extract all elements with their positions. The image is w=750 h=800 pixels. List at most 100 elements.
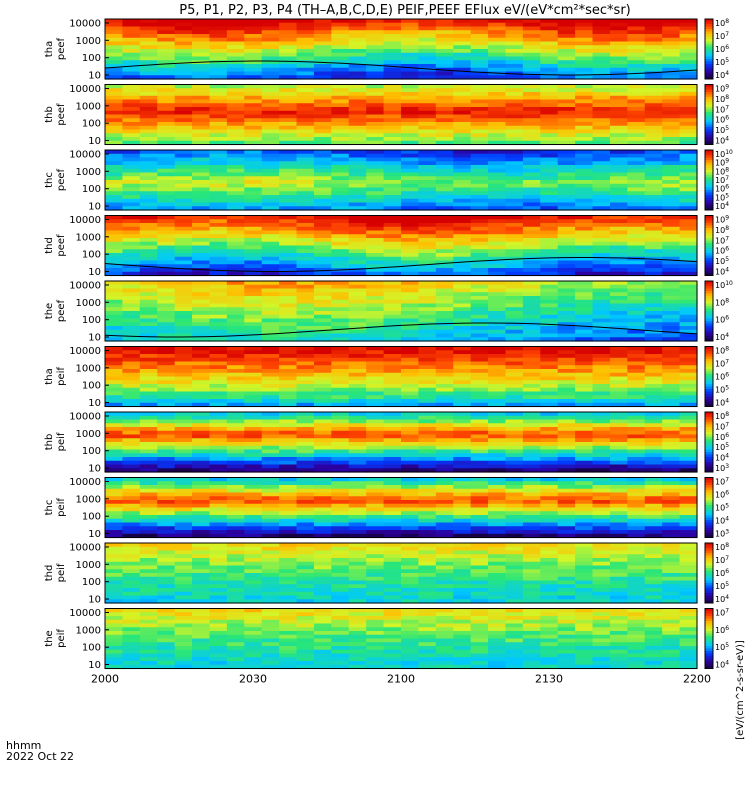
heatmap-cell	[557, 137, 576, 142]
heatmap-cell	[244, 412, 263, 417]
heatmap-cell	[157, 206, 176, 211]
heatmap-cell	[522, 511, 541, 516]
heatmap-cell	[348, 241, 367, 247]
heatmap-cell	[609, 230, 628, 235]
heatmap-cell	[453, 522, 472, 527]
heatmap-cell	[105, 488, 124, 494]
heatmap-cell	[383, 172, 402, 177]
heatmap-cell	[418, 449, 437, 454]
heatmap-cell	[331, 477, 350, 482]
heatmap-cell	[575, 215, 594, 220]
heatmap-cell	[313, 314, 332, 320]
heatmap-cell	[488, 238, 507, 243]
heatmap-cell	[435, 496, 454, 501]
heatmap-cell	[435, 183, 454, 189]
heatmap-cell	[279, 434, 298, 439]
heatmap-cell	[383, 92, 402, 97]
heatmap-cell	[313, 206, 332, 211]
heatmap-cell	[348, 449, 367, 454]
colorbar-segment	[705, 260, 713, 264]
heatmap-cell	[226, 172, 245, 177]
heatmap-cell	[313, 369, 332, 374]
heatmap-cell	[348, 442, 367, 447]
heatmap-cell	[609, 427, 628, 432]
heatmap-cell	[105, 427, 124, 432]
heatmap-cell	[244, 150, 263, 155]
heatmap-cell	[279, 45, 298, 50]
heatmap-cell	[488, 195, 507, 200]
heatmap-cell	[105, 19, 124, 24]
heatmap-cell	[383, 84, 402, 89]
heatmap-cell	[139, 376, 158, 381]
heatmap-cell	[592, 49, 611, 54]
colorbar-segment	[705, 331, 713, 334]
heatmap-cell	[401, 307, 420, 312]
heatmap-cell	[279, 195, 298, 200]
heatmap-cell	[505, 314, 524, 320]
heatmap-cell	[644, 60, 663, 65]
heatmap-cell	[139, 546, 158, 552]
heatmap-cell	[105, 118, 124, 123]
panel-label: peef	[56, 103, 67, 126]
heatmap-cell	[157, 133, 176, 138]
heatmap-cell	[279, 122, 298, 127]
heatmap-cell	[609, 52, 628, 58]
heatmap-cell	[366, 129, 385, 134]
heatmap-cell	[331, 157, 350, 162]
heatmap-cell	[679, 219, 698, 224]
heatmap-cell	[261, 369, 280, 374]
heatmap-cell	[435, 215, 454, 220]
heatmap-cell	[662, 150, 681, 155]
heatmap-cell	[313, 71, 332, 76]
heatmap-cell	[313, 399, 332, 404]
colorbar-segment	[705, 424, 713, 428]
heatmap-cell	[609, 75, 628, 80]
heatmap-cell	[383, 395, 402, 400]
heatmap-cell	[522, 122, 541, 127]
heatmap-cell	[679, 191, 698, 196]
heatmap-cell	[453, 191, 472, 196]
heatmap-cell	[575, 114, 594, 119]
heatmap-cell	[174, 67, 193, 73]
heatmap-cell	[174, 107, 193, 112]
panel-frame	[104, 215, 698, 276]
heatmap-cell	[244, 333, 263, 338]
heatmap-cell	[174, 565, 193, 570]
heatmap-cell	[401, 318, 420, 323]
heatmap-cell	[505, 434, 524, 439]
heatmap-cell	[226, 284, 245, 290]
heatmap-cell	[296, 67, 315, 73]
heatmap-cell	[505, 75, 524, 80]
heatmap-cell	[540, 99, 559, 104]
colorbar-segment	[705, 44, 713, 47]
heatmap-cell	[209, 307, 228, 312]
heatmap-cell	[453, 533, 472, 539]
heatmap-cell	[505, 56, 524, 61]
heatmap-cell	[279, 56, 298, 61]
heatmap-cell	[226, 515, 245, 520]
heatmap-cell	[244, 281, 263, 286]
heatmap-cell	[488, 206, 507, 211]
colorbar-segment	[705, 510, 713, 513]
heatmap-cell	[418, 176, 437, 181]
heatmap-cell	[279, 129, 298, 134]
heatmap-cell	[105, 103, 124, 108]
heatmap-cell	[157, 281, 176, 286]
heatmap-cell	[401, 434, 420, 439]
heatmap-cell	[139, 172, 158, 177]
heatmap-cell	[644, 110, 663, 116]
heatmap-cell	[592, 488, 611, 494]
heatmap-cell	[522, 391, 541, 396]
heatmap-cell	[557, 500, 576, 505]
heatmap-cell	[226, 412, 245, 417]
heatmap-cell	[122, 442, 141, 447]
heatmap-cell	[575, 110, 594, 116]
heatmap-cell	[540, 311, 559, 316]
heatmap-cell	[279, 543, 298, 548]
heatmap-cell	[609, 238, 628, 243]
heatmap-cell	[105, 595, 124, 600]
heatmap-cell	[644, 41, 663, 46]
colorbar-segment	[705, 351, 713, 355]
heatmap-cell	[522, 503, 541, 509]
heatmap-cell	[418, 264, 437, 269]
